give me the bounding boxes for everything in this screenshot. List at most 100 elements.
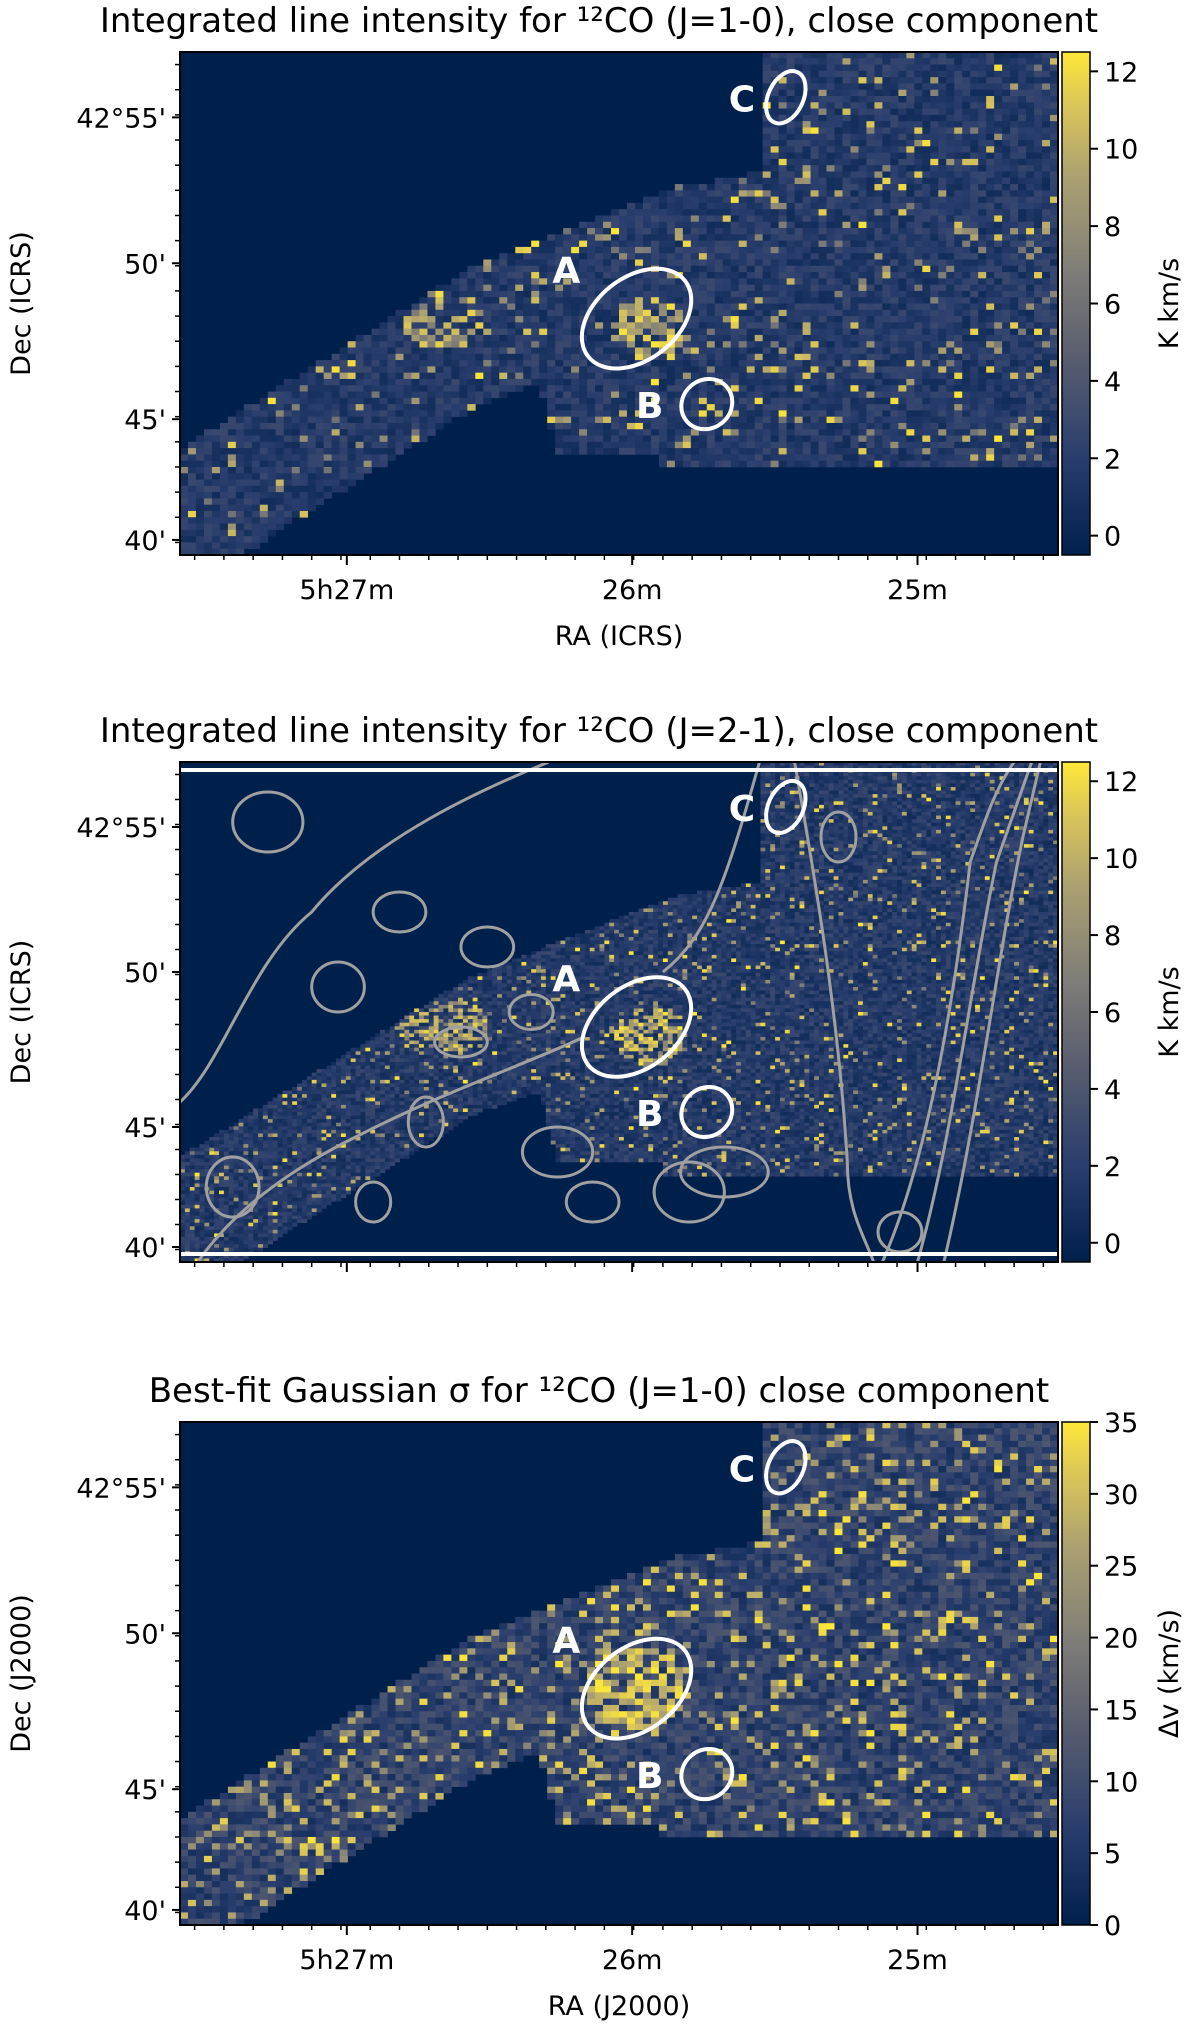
map-pixel	[954, 290, 963, 298]
map-pixel	[714, 284, 724, 292]
map-pixel	[722, 391, 732, 399]
map-pixel	[922, 353, 931, 361]
map-pixel	[906, 347, 915, 355]
map-pixel	[722, 228, 732, 235]
map-pixel	[714, 385, 724, 392]
map-pixel	[682, 297, 692, 304]
map-pixel	[802, 290, 811, 298]
map-pixel	[850, 328, 859, 336]
map-pixel	[882, 448, 891, 455]
map-pixel	[395, 448, 404, 455]
map-pixel	[355, 360, 364, 367]
map-pixel	[706, 410, 716, 417]
map-pixel	[650, 278, 660, 285]
map-pixel	[587, 366, 596, 373]
map-pixel	[658, 454, 668, 461]
map-pixel	[1042, 253, 1051, 260]
map-pixel	[866, 52, 875, 59]
map-pixel	[658, 309, 668, 317]
map-pixel	[809, 765, 815, 770]
map-pixel	[986, 360, 995, 367]
map-pixel	[874, 209, 883, 216]
map-pixel	[922, 259, 931, 267]
map-pixel	[754, 177, 763, 185]
map-pixel	[339, 385, 348, 392]
map-pixel	[722, 278, 732, 285]
map-pixel	[355, 347, 364, 355]
map-pixel	[539, 360, 548, 367]
map-pixel	[730, 334, 740, 342]
map-pixel	[760, 762, 766, 766]
map-pixel	[730, 448, 740, 455]
map-pixel	[579, 435, 588, 443]
map-pixel	[866, 391, 875, 399]
map-pixel	[802, 422, 811, 430]
map-pixel	[195, 498, 205, 505]
map-pixel	[938, 265, 947, 273]
map-pixel	[882, 209, 891, 216]
map-pixel	[770, 83, 779, 91]
map-pixel	[619, 328, 628, 336]
map-pixel	[994, 102, 1003, 109]
map-pixel	[938, 347, 947, 355]
map-pixel	[491, 303, 500, 311]
map-pixel	[986, 234, 995, 241]
map-pixel	[387, 416, 396, 424]
map-pixel	[858, 184, 867, 191]
map-pixel	[187, 466, 197, 474]
map-pixel	[1010, 378, 1019, 386]
map-pixel	[818, 96, 827, 103]
map-pixel	[994, 765, 1000, 770]
map-pixel	[579, 378, 588, 386]
map-pixel	[834, 435, 843, 443]
map-pixel	[770, 190, 779, 197]
map-pixel	[291, 404, 301, 411]
map-pixel	[379, 353, 388, 361]
map-pixel	[786, 253, 795, 260]
map-pixel	[427, 316, 436, 323]
map-pixel	[794, 290, 803, 298]
map-pixel	[1042, 52, 1051, 59]
map-pixel	[698, 422, 708, 430]
map-pixel	[1042, 177, 1051, 185]
map-pixel	[674, 378, 684, 386]
map-pixel	[1042, 83, 1051, 91]
map-pixel	[291, 422, 301, 430]
map-pixel	[467, 347, 476, 355]
map-pixel	[826, 215, 835, 223]
map-pixel	[834, 397, 843, 405]
map-pixel	[916, 776, 922, 781]
map-pixel	[762, 177, 771, 185]
map-pixel	[842, 246, 851, 254]
map-pixel	[826, 397, 835, 405]
map-pixel	[307, 441, 316, 449]
map-pixel	[954, 448, 963, 455]
map-pixel	[978, 341, 987, 348]
map-pixel	[762, 240, 771, 248]
map-pixel	[802, 391, 811, 399]
map-pixel	[946, 334, 955, 342]
map-pixel	[547, 347, 556, 355]
map-pixel	[978, 58, 987, 65]
map-pixel	[1018, 290, 1027, 298]
map-pixel	[315, 454, 324, 461]
map-pixel	[251, 498, 261, 505]
map-pixel	[531, 303, 540, 311]
map-pixel	[1010, 102, 1019, 109]
map-pixel	[1002, 184, 1011, 191]
map-pixel	[834, 202, 843, 210]
map-pixel	[786, 77, 795, 84]
map-pixel	[1042, 114, 1051, 122]
map-pixel	[786, 410, 795, 417]
map-pixel	[890, 52, 899, 59]
map-pixel	[1010, 196, 1019, 204]
map-pixel	[555, 284, 564, 292]
map-pixel	[331, 385, 340, 392]
map-pixel	[794, 77, 803, 84]
map-pixel	[789, 762, 795, 766]
map-pixel	[235, 448, 245, 455]
map-pixel	[810, 410, 819, 417]
map-pixel	[483, 259, 492, 267]
map-pixel	[1026, 152, 1035, 160]
map-pixel	[1050, 322, 1059, 329]
